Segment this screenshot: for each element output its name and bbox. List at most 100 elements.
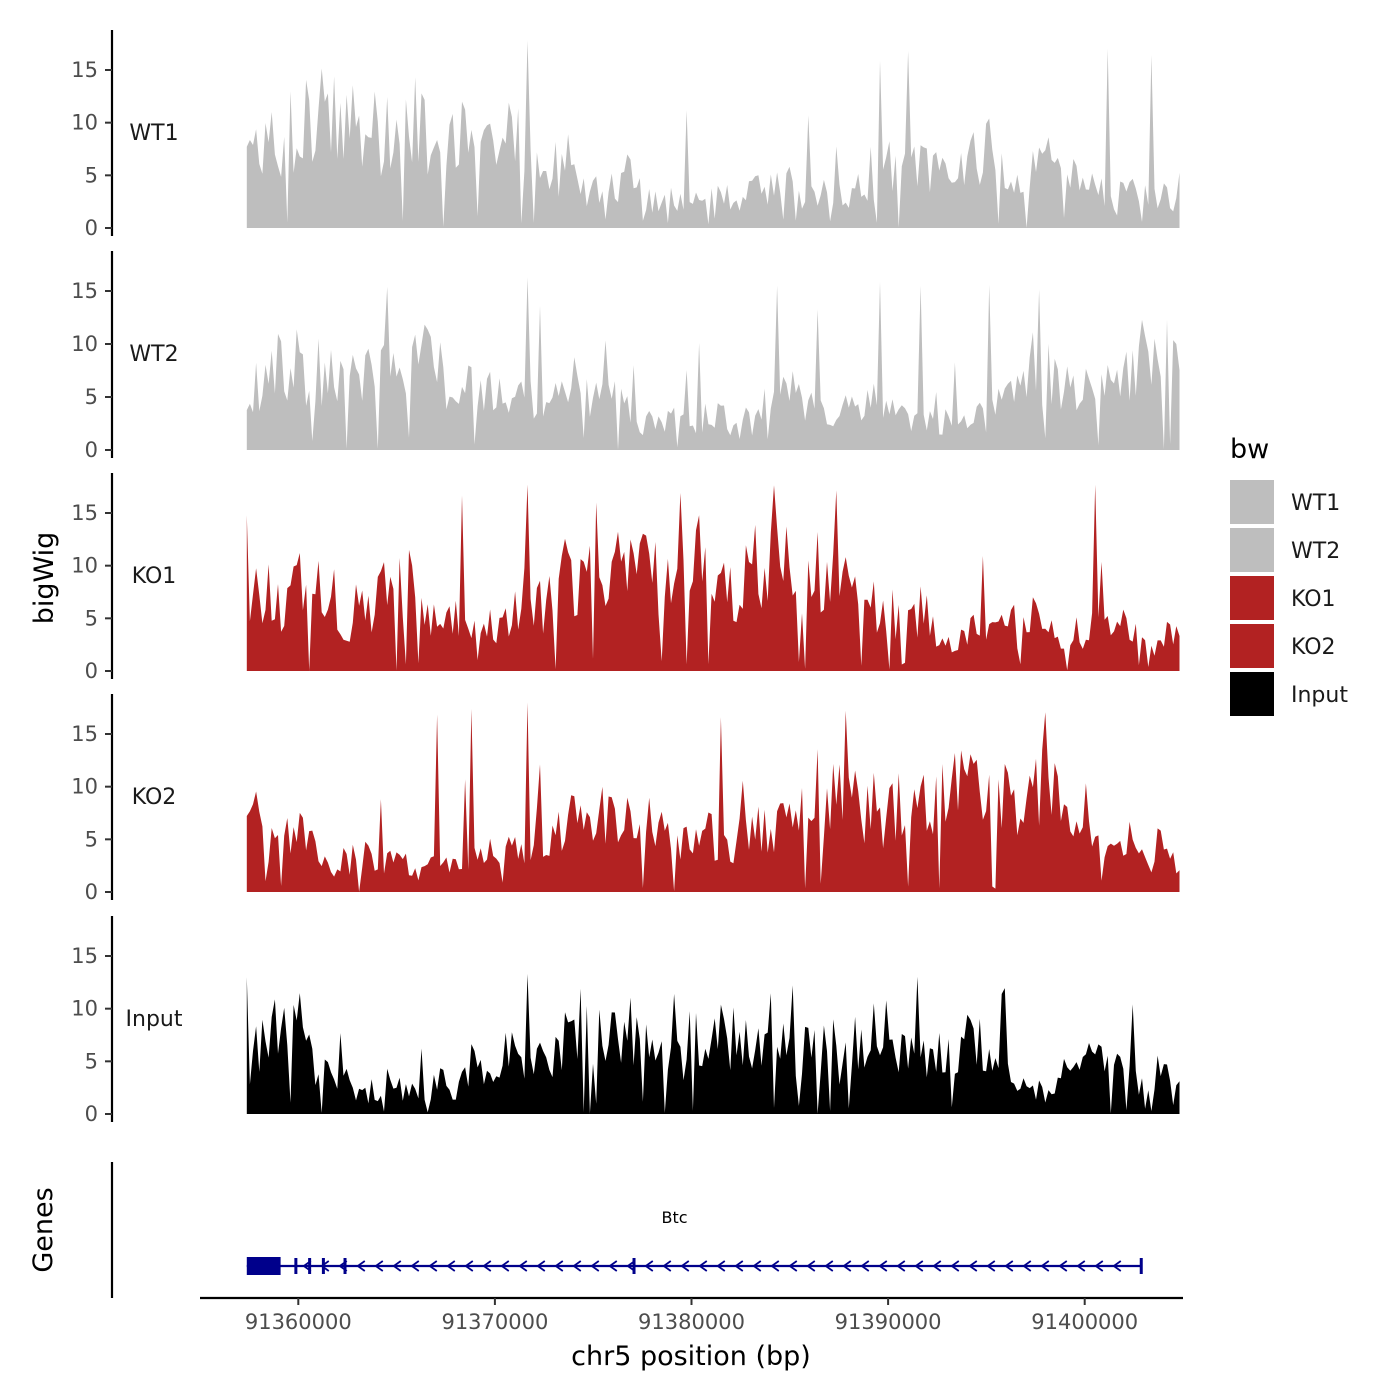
legend-key-input — [1230, 672, 1274, 716]
y-tick-label: 5 — [85, 385, 98, 409]
strand-arrow — [734, 1260, 744, 1272]
y-tick-label: 15 — [71, 722, 98, 746]
track-label: WT1 — [129, 121, 178, 146]
strand-arrow — [842, 1260, 852, 1272]
legend-label: Input — [1291, 683, 1348, 708]
x-tick-label: 91360000 — [245, 1310, 352, 1334]
strand-arrow — [392, 1260, 402, 1272]
strand-arrow — [698, 1260, 708, 1272]
x-axis: chr5 position (bp) 91360000 91370000 91380… — [200, 1296, 1183, 1372]
track-input: 0 5 10 15 Input — [71, 916, 1180, 1126]
y-tick-label: 0 — [85, 216, 98, 240]
gene-exon — [321, 1258, 325, 1274]
legend-key-wt2 — [1230, 528, 1274, 572]
strand-arrow — [608, 1260, 618, 1272]
legend-label: KO2 — [1291, 635, 1336, 660]
gene-exon — [246, 1257, 281, 1275]
strand-arrow — [536, 1260, 546, 1272]
strand-arrow — [1094, 1260, 1104, 1272]
strand-arrow — [896, 1260, 906, 1272]
track-wt1: 0 5 10 15 WT1 — [71, 30, 1180, 240]
track-label: KO1 — [132, 564, 177, 589]
strand-arrow — [1022, 1260, 1032, 1272]
genes-panel: Genes Btc — [28, 1162, 1143, 1298]
legend-key-ko1 — [1230, 576, 1274, 620]
gene-exon — [294, 1258, 298, 1274]
strand-arrow — [788, 1260, 798, 1272]
strand-arrow — [374, 1260, 384, 1272]
y-axis-title: bigWig — [29, 532, 60, 625]
y-tick-label: 15 — [71, 279, 98, 303]
coverage-area-wt1 — [246, 40, 1180, 228]
y-tick-label: 5 — [85, 827, 98, 851]
y-tick-label: 5 — [85, 606, 98, 630]
strand-arrow — [1040, 1260, 1050, 1272]
track-label: KO2 — [132, 785, 177, 810]
strand-arrow — [572, 1260, 582, 1272]
y-tick-label: 5 — [85, 1049, 98, 1073]
strand-arrow — [428, 1260, 438, 1272]
legend-label: KO1 — [1291, 587, 1336, 612]
strand-arrow — [914, 1260, 924, 1272]
strand-arrow — [590, 1260, 600, 1272]
strand-arrow — [626, 1260, 636, 1272]
strand-arrow — [1076, 1260, 1086, 1272]
coverage-area-ko2 — [246, 702, 1180, 892]
strand-arrow — [644, 1260, 654, 1272]
strand-arrow — [950, 1260, 960, 1272]
gene-exon — [308, 1258, 312, 1274]
tracks-panel: 0 5 10 15 WT1 0 5 10 15 WT2 0 5 10 15 KO1 0 5 10 15 KO2 0 5 10… — [71, 30, 1180, 1126]
y-tick-label: 10 — [71, 554, 98, 578]
strand-arrow — [356, 1260, 366, 1272]
y-tick-label: 15 — [71, 944, 98, 968]
strand-arrow — [446, 1260, 456, 1272]
strand-arrow — [1004, 1260, 1014, 1272]
y-tick-label: 0 — [85, 438, 98, 462]
y-tick-label: 0 — [85, 1102, 98, 1126]
genes-panel-title: Genes — [28, 1187, 59, 1272]
strand-arrow — [464, 1260, 474, 1272]
track-label: Input — [126, 1007, 183, 1032]
y-tick-label: 10 — [71, 775, 98, 799]
x-axis-title: chr5 position (bp) — [571, 1341, 811, 1372]
track-ko1: 0 5 10 15 KO1 — [71, 473, 1180, 683]
strand-arrow — [500, 1260, 510, 1272]
legend-key-ko2 — [1230, 624, 1274, 668]
y-tick-label: 10 — [71, 111, 98, 135]
strand-arrow — [662, 1260, 672, 1272]
strand-arrow — [806, 1260, 816, 1272]
y-tick-label: 0 — [85, 659, 98, 683]
gene-btc: Btc — [246, 1208, 1143, 1275]
coverage-area-wt2 — [246, 277, 1180, 450]
x-tick-label: 91380000 — [638, 1310, 745, 1334]
strand-arrow — [716, 1260, 726, 1272]
strand-arrow — [518, 1260, 528, 1272]
legend-label: WT2 — [1291, 539, 1340, 564]
x-tick-label: 91370000 — [441, 1310, 548, 1334]
gene-exon — [343, 1258, 347, 1274]
strand-arrow — [554, 1260, 564, 1272]
strand-arrow — [320, 1260, 330, 1272]
legend-title: bw — [1230, 434, 1269, 465]
x-tick-label: 91390000 — [835, 1310, 942, 1334]
track-wt2: 0 5 10 15 WT2 — [71, 251, 1180, 462]
strand-arrow — [968, 1260, 978, 1272]
y-tick-label: 0 — [85, 880, 98, 904]
strand-arrow — [878, 1260, 888, 1272]
y-tick-label: 5 — [85, 163, 98, 187]
strand-arrow — [1058, 1260, 1068, 1272]
strand-arrow — [932, 1260, 942, 1272]
strand-arrow — [1112, 1260, 1122, 1272]
strand-arrow — [482, 1260, 492, 1272]
strand-arrow — [860, 1260, 870, 1272]
y-tick-label: 15 — [71, 501, 98, 525]
strand-arrow — [770, 1260, 780, 1272]
strand-arrow — [752, 1260, 762, 1272]
gene-label: Btc — [662, 1208, 688, 1227]
y-tick-label: 10 — [71, 332, 98, 356]
y-tick-label: 15 — [71, 58, 98, 82]
strand-arrow — [824, 1260, 834, 1272]
gene-exon — [632, 1258, 636, 1274]
track-ko2: 0 5 10 15 KO2 — [71, 694, 1180, 904]
